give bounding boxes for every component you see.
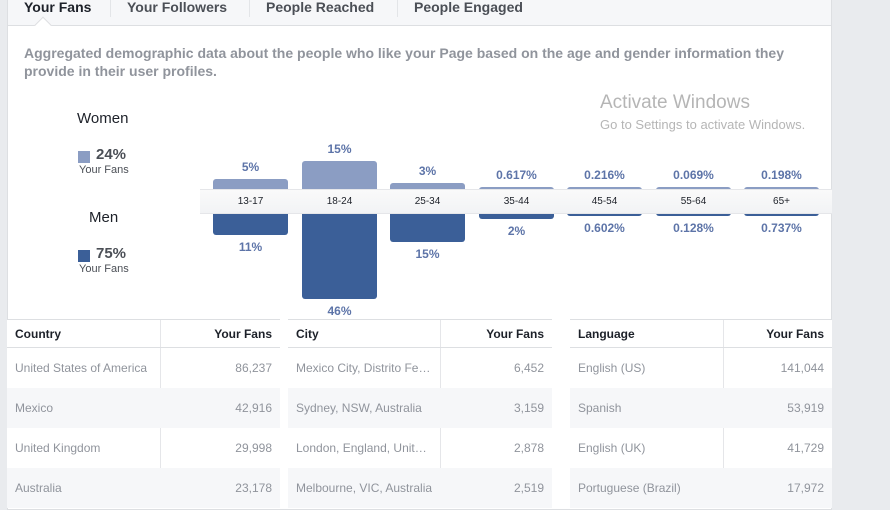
fan-count: 141,044 [780, 361, 824, 375]
women-bar [390, 182, 465, 194]
language-name: English (US) [578, 361, 646, 375]
description: Aggregated demographic data about the pe… [24, 45, 784, 79]
country-table: Country Your Fans United States of America… [7, 319, 280, 508]
men-swatch [78, 250, 90, 262]
age-label: 13-17 [237, 196, 264, 207]
table-row: Mexico City, Distrito Fe… 6,452 [288, 348, 552, 388]
language-name: Spanish [578, 401, 622, 415]
fans-column-header[interactable]: Your Fans [486, 327, 544, 341]
country-name: Australia [15, 481, 62, 495]
country-name: United States of America [15, 361, 148, 375]
age-axis [200, 189, 832, 214]
women-label: 0.617% [496, 167, 537, 182]
men-label: 0.602% [584, 221, 625, 236]
activate-windows-hint: Go to Settings to activate Windows. [600, 117, 806, 132]
table-row: Portuguese (Brazil) 17,972 [570, 468, 832, 508]
language-name: English (UK) [578, 441, 646, 455]
men-sub: Your Fans [79, 263, 129, 275]
city-table: City Your Fans Mexico City, Distrito Fe… 6,… [288, 319, 552, 508]
women-label: 0.198% [761, 168, 802, 182]
country-name: United Kingdom [15, 441, 101, 455]
language-column-header[interactable]: Language [578, 327, 635, 341]
tab-bar: Your Fans Your Followers People Reached … [8, 0, 831, 26]
women-label: 0.069% [673, 168, 714, 182]
language-name: Portuguese (Brazil) [578, 481, 681, 495]
age-label: 35-44 [503, 196, 530, 207]
women-label: 0.216% [584, 168, 625, 182]
fans-column-header[interactable]: Your Fans [766, 327, 824, 341]
tab-your-followers[interactable]: Your Followers [110, 0, 243, 17]
tab-people-reached[interactable]: People Reached [249, 0, 390, 17]
table-row: English (UK) 41,729 [570, 428, 832, 468]
table-header: Country Your Fans [7, 319, 280, 348]
fan-count: 17,972 [787, 481, 824, 495]
table-row: Mexico 42,916 [7, 388, 280, 428]
women-swatch [78, 151, 90, 163]
fan-count: 2,878 [513, 441, 544, 455]
age-label: 25-34 [414, 196, 441, 207]
table-row: English (US) 141,044 [570, 348, 832, 388]
table-row: Melbourne, VIC, Australia 2,519 [288, 468, 552, 508]
men-pct: 75% [96, 245, 127, 262]
men-label: 11% [238, 240, 263, 255]
activate-windows-watermark: Activate Windows [600, 92, 750, 113]
men-label: 0.737% [761, 221, 802, 236]
men-label: 46% [327, 304, 352, 319]
fan-count: 29,998 [235, 441, 272, 455]
women-sub: Your Fans [79, 164, 129, 176]
age-label: 65+ [773, 196, 790, 207]
language-table: Language Your Fans English (US) 141,044 Span… [570, 319, 832, 508]
fan-count: 53,919 [787, 401, 824, 415]
fan-count: 6,452 [513, 361, 544, 375]
city-name: Sydney, NSW, Australia [296, 401, 422, 415]
table-row: Sydney, NSW, Australia 3,159 [288, 388, 552, 428]
fan-count: 86,237 [235, 361, 272, 375]
women-label: 15% [327, 141, 352, 156]
men-label: 15% [415, 247, 440, 262]
age-label: 45-54 [591, 196, 618, 207]
fan-count: 23,178 [235, 481, 272, 495]
city-name: Melbourne, VIC, Australia [296, 481, 433, 495]
women-bar [302, 160, 377, 194]
city-name: Mexico City, Distrito Fe… [296, 361, 431, 375]
fan-count: 41,729 [787, 441, 824, 455]
table-row: Spanish 53,919 [570, 388, 832, 428]
table-header: Language Your Fans [570, 319, 832, 348]
age-label: 18-24 [326, 196, 353, 207]
age-label: 55-64 [680, 196, 707, 207]
tab-your-fans[interactable]: Your Fans [24, 0, 92, 15]
fan-count: 42,916 [235, 401, 272, 415]
women-label: 5% [241, 159, 260, 174]
fan-count: 3,159 [513, 401, 544, 415]
table-row: United Kingdom 29,998 [7, 428, 280, 468]
table-row: London, England, Unit… 2,878 [288, 428, 552, 468]
legend-men-title: Men [89, 209, 119, 226]
fan-count: 2,519 [513, 481, 544, 495]
women-label: 3% [418, 163, 437, 178]
men-bar [390, 209, 465, 243]
women-pct: 24% [96, 146, 127, 163]
table-row: United States of America 86,237 [7, 348, 280, 388]
legend-women-title: Women [77, 110, 129, 127]
men-label: 2% [507, 223, 526, 238]
city-name: London, England, Unit… [296, 441, 427, 455]
fans-column-header[interactable]: Your Fans [214, 327, 272, 341]
country-column-header[interactable]: Country [15, 327, 61, 341]
country-name: Mexico [15, 401, 54, 415]
tab-people-engaged[interactable]: People Engaged [397, 0, 539, 17]
men-bar [302, 209, 377, 300]
table-row: Australia 23,178 [7, 468, 280, 508]
men-label: 0.128% [673, 221, 714, 235]
table-header: City Your Fans [288, 319, 552, 348]
city-column-header[interactable]: City [296, 327, 319, 341]
